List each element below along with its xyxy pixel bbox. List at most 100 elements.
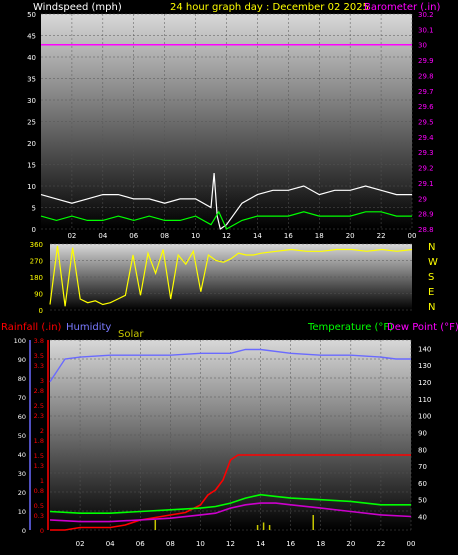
temperature-y-tick-label: 70 <box>418 463 427 471</box>
rain-x-tick-label: 20 <box>346 540 355 548</box>
humidity-y-tick-label: 60 <box>18 413 26 421</box>
wind-x-tick-label: 04 <box>98 232 107 240</box>
wind-y-tick-label: 10 <box>27 183 36 191</box>
temperature-y-tick-label: 130 <box>418 362 431 370</box>
rain-series <box>49 348 412 531</box>
humidity-y-tick-label: 50 <box>18 432 26 440</box>
rain-y-tick-label: 0.3 <box>34 512 44 520</box>
barometer-y-tick-label: 29.7 <box>418 88 434 96</box>
rain-x-tick-label: 06 <box>136 540 145 548</box>
wind-y-tick-label: 35 <box>27 76 36 84</box>
direction-series <box>49 245 413 307</box>
wind-x-tick-label: 08 <box>160 232 169 240</box>
rain-x-tick-label: 04 <box>106 540 115 548</box>
rain-y-tick-label: 1.5 <box>34 452 44 460</box>
humidity-y-tick-label: 80 <box>18 375 26 383</box>
wind-y-tick-label: 0 <box>32 226 36 234</box>
barometer-y-tick-label: 29.6 <box>418 103 434 111</box>
rain-y-tick-label: 2.3 <box>34 412 44 420</box>
rain-x-tick-label: 10 <box>196 540 205 548</box>
compass-letter: E <box>428 287 434 298</box>
humidity-y-tick-label: 40 <box>18 451 26 459</box>
wind-y-tick-label: 20 <box>27 140 36 148</box>
rain-y-tick-label: 3.8 <box>34 337 44 345</box>
barometer-y-tick-label: 30.2 <box>418 11 434 19</box>
humidity-y-tick-label: 70 <box>18 394 26 402</box>
wind-x-tick-label: 20 <box>346 232 355 240</box>
compass-letter: N <box>428 242 435 253</box>
dewpoint-label: Dew Point (°F) <box>387 322 458 333</box>
temperature-y-tick-label: 50 <box>418 497 427 505</box>
rainfall-label: Rainfall (.in) <box>1 322 62 333</box>
compass-letter: W <box>428 257 438 268</box>
chart-title: 24 hour graph day : December 02 2025 <box>170 2 369 13</box>
rain-x-axis: 02 04 06 08 10 12 14 16 18 20 22 00 <box>76 540 416 548</box>
temperature-y-tick-label: 110 <box>418 396 431 404</box>
temperature-label: Temperature (°F) <box>307 322 393 333</box>
wind-x-tick-label: 12 <box>222 232 231 240</box>
barometer-axis-label: Barometer (.in) <box>364 2 440 13</box>
rain-y-tick-label: 0.8 <box>34 487 44 495</box>
humidity-label: Humidity <box>66 322 111 333</box>
humidity-y-tick-label: 0 <box>22 527 26 535</box>
temperature-y-tick-label: 140 <box>418 345 431 353</box>
rain-temp-panel: 0 10 20 30 40 50 60 70 80 90 100 0 0.3 0.5 0.8 1 1.3 1.5… <box>14 337 432 548</box>
barometer-y-tick-label: 30.1 <box>418 26 434 34</box>
barometer-y-tick-label: 28.8 <box>418 226 434 234</box>
wind-y-tick-label: 45 <box>27 33 36 41</box>
direction-y-tick-label: 0 <box>39 307 43 315</box>
rain-y-tick-label: 1 <box>40 477 44 485</box>
series-dewpoint <box>49 502 412 523</box>
barometer-y-tick-label: 28.9 <box>418 211 434 219</box>
wind-x-tick-label: 14 <box>253 232 262 240</box>
solar-label: Solar <box>118 329 144 340</box>
rain-x-tick-label: 14 <box>256 540 265 548</box>
temperature-y-tick-label: 80 <box>418 446 427 454</box>
wind-x-tick-label: 10 <box>191 232 200 240</box>
direction-grid <box>50 243 412 311</box>
series-rainfall <box>50 454 411 531</box>
wind-y-axis: 0 5 10 15 20 25 30 35 40 45 50 <box>27 11 36 234</box>
rain-y-tick-label: 3.3 <box>34 362 44 370</box>
rain-y-tick-label: 1.3 <box>34 462 44 470</box>
barometer-y-tick-label: 29.9 <box>418 57 434 65</box>
barometer-y-axis: 28.8 28.9 29 29.1 29.2 29.3 29.4 29.5 29.6 29.7 29… <box>418 11 434 234</box>
barometer-y-tick-label: 29.1 <box>418 180 434 188</box>
series-humidity <box>49 348 411 383</box>
temperature-y-tick-label: 120 <box>418 379 431 387</box>
rain-y-tick-label: 2.5 <box>34 402 44 410</box>
temperature-y-tick-label: 90 <box>418 429 427 437</box>
rain-x-tick-label: 08 <box>166 540 175 548</box>
humidity-y-tick-label: 30 <box>18 470 26 478</box>
wind-x-tick-label: 00 <box>408 232 417 240</box>
compass-letter: N <box>428 302 435 313</box>
direction-y-tick-label: 90 <box>34 291 43 299</box>
temperature-y-tick-label: 40 <box>418 514 427 522</box>
barometer-y-tick-label: 29.5 <box>418 119 434 127</box>
humidity-y-tick-label: 10 <box>18 508 26 516</box>
series-gust <box>40 173 412 230</box>
rain-grid <box>29 339 412 531</box>
rain-y-tick-label: 1.8 <box>34 437 44 445</box>
temperature-y-tick-label: 60 <box>418 480 427 488</box>
barometer-y-tick-label: 29.8 <box>418 72 434 80</box>
barometer-y-tick-label: 29.2 <box>418 165 434 173</box>
wind-y-tick-label: 15 <box>27 162 36 170</box>
wind-x-tick-label: 18 <box>315 232 324 240</box>
compass-letter: S <box>428 272 434 283</box>
series-avg <box>40 210 412 230</box>
rain-y-axis: 0 0.3 0.5 0.8 1 1.3 1.5 1.8 2 2.3 2.5 2.8 3 3.3 3.5 3.8 <box>34 337 44 535</box>
wind-grid <box>41 13 413 230</box>
rain-x-tick-label: 16 <box>286 540 295 548</box>
barometer-y-tick-label: 29.4 <box>418 134 434 142</box>
wind-x-tick-label: 22 <box>377 232 386 240</box>
rain-y-tick-label: 3.5 <box>34 352 44 360</box>
series-direction <box>49 245 413 307</box>
rain-y-tick-label: 0.5 <box>34 502 44 510</box>
direction-y-tick-label: 180 <box>30 274 43 282</box>
rain-x-tick-label: 00 <box>407 540 416 548</box>
direction-y-tick-label: 360 <box>30 241 43 249</box>
